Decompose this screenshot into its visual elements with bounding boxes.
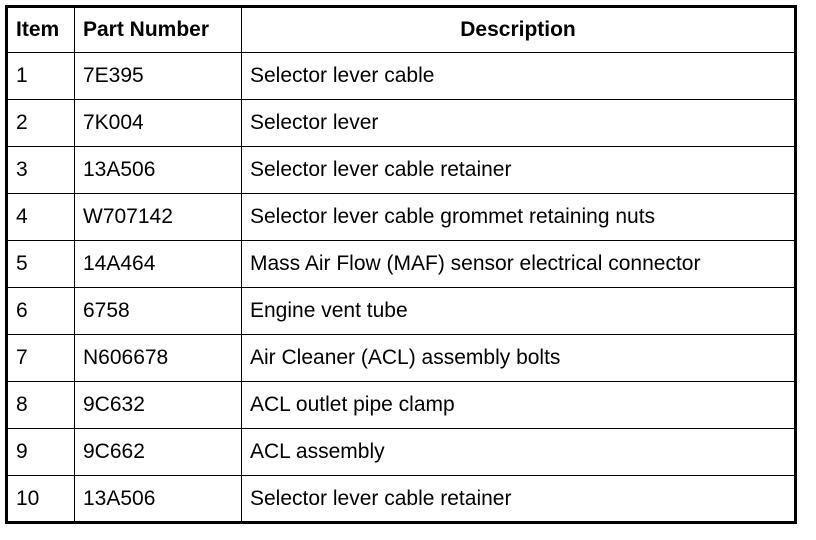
description-cell: Selector lever cable retainer [241, 475, 796, 523]
part-number-cell: W707142 [74, 193, 242, 241]
description-cell: Air Cleaner (ACL) assembly bolts [241, 334, 796, 382]
part-number-cell: 13A506 [74, 146, 242, 194]
description-cell: Mass Air Flow (MAF) sensor electrical co… [241, 240, 796, 288]
part-number-cell: 9C632 [74, 381, 242, 429]
table-row: 4 W707142 Selector lever cable grommet ret… [6, 193, 796, 241]
header-description: Description [241, 6, 796, 53]
part-number-cell: 14A464 [74, 240, 242, 288]
description-cell: Engine vent tube [241, 287, 796, 335]
table-row: 10 13A506 Selector lever cable retainer [6, 475, 796, 523]
table-row: 1 7E395 Selector lever cable [6, 52, 796, 100]
item-cell: 10 [6, 475, 75, 523]
description-cell: Selector lever [241, 99, 796, 147]
item-cell: 3 [6, 146, 75, 194]
description-cell: ACL assembly [241, 428, 796, 476]
header-row: Item Part Number Description [6, 6, 796, 53]
item-cell: 9 [6, 428, 75, 476]
table-row: 6 6758 Engine vent tube [6, 287, 796, 335]
description-cell: ACL outlet pipe clamp [241, 381, 796, 429]
table-row: 2 7K004 Selector lever [6, 99, 796, 147]
description-cell: Selector lever cable retainer [241, 146, 796, 194]
item-cell: 6 [6, 287, 75, 335]
table-row: 9 9C662 ACL assembly [6, 428, 796, 476]
part-number-cell: 7E395 [74, 52, 242, 100]
table-row: 3 13A506 Selector lever cable retainer [6, 146, 796, 194]
part-number-cell: 7K004 [74, 99, 242, 147]
item-cell: 8 [6, 381, 75, 429]
description-cell: Selector lever cable grommet retaining n… [241, 193, 796, 241]
part-number-cell: N606678 [74, 334, 242, 382]
header-part-number: Part Number [74, 6, 242, 53]
parts-table: Item Part Number Description 1 7E395 Selec… [5, 5, 797, 524]
item-cell: 7 [6, 334, 75, 382]
item-cell: 1 [6, 52, 75, 100]
table-row: 5 14A464 Mass Air Flow (MAF) sensor electr… [6, 240, 796, 288]
table-row: 8 9C632 ACL outlet pipe clamp [6, 381, 796, 429]
item-cell: 4 [6, 193, 75, 241]
header-item: Item [6, 6, 75, 53]
item-cell: 5 [6, 240, 75, 288]
part-number-cell: 6758 [74, 287, 242, 335]
item-cell: 2 [6, 99, 75, 147]
part-number-cell: 9C662 [74, 428, 242, 476]
table-row: 7 N606678 Air Cleaner (ACL) assembly bolts [6, 334, 796, 382]
description-cell: Selector lever cable [241, 52, 796, 100]
part-number-cell: 13A506 [74, 475, 242, 523]
